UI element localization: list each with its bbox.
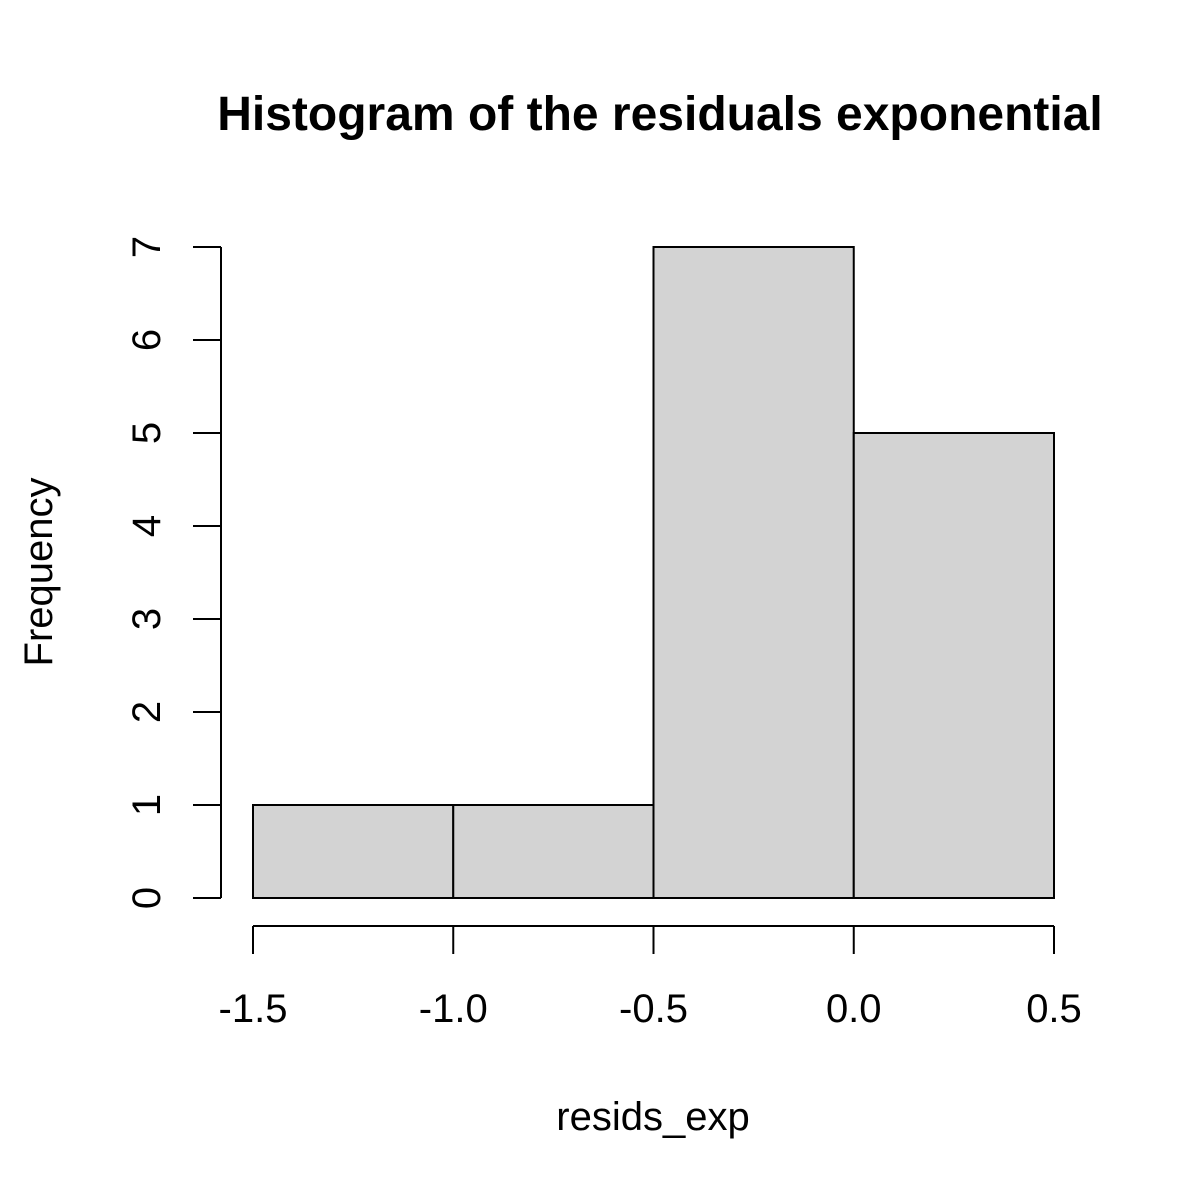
histogram-bar-2 (452, 804, 655, 899)
y-tick-label: 4 (125, 515, 169, 537)
y-tick-label: 0 (125, 887, 169, 909)
x-tick-label: -0.5 (619, 987, 688, 1031)
y-tick-label: 1 (125, 794, 169, 816)
histogram-bar-1 (252, 804, 455, 899)
y-tick-label: 5 (125, 422, 169, 444)
bars-group (252, 246, 1055, 899)
y-tick-label: 2 (125, 701, 169, 723)
x-tick-label: 0.0 (826, 987, 882, 1031)
histogram-bar-4 (852, 432, 1055, 899)
histogram-bar-3 (652, 246, 855, 899)
y-axis-label: Frequency (17, 478, 61, 667)
chart-title: Histogram of the residuals exponential (217, 88, 1103, 141)
y-axis: 0 1 2 3 4 5 6 7 (125, 236, 222, 909)
x-tick-label: -1.5 (219, 987, 288, 1031)
y-tick-label: 3 (125, 608, 169, 630)
x-tick-label: 0.5 (1026, 987, 1082, 1031)
x-axis: -1.5 -1.0 -0.5 0.0 0.5 (219, 925, 1082, 1031)
x-axis-label: resids_exp (556, 1095, 749, 1139)
y-tick-label: 7 (125, 236, 169, 258)
x-tick-label: -1.0 (419, 987, 488, 1031)
y-tick-label: 6 (125, 329, 169, 351)
